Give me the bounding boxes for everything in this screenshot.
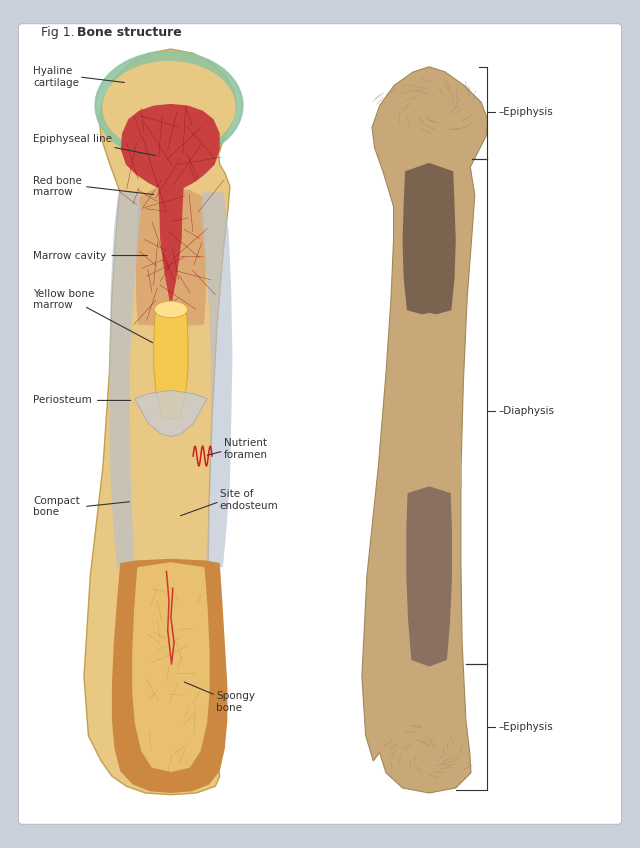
Text: Marrow cavity: Marrow cavity <box>33 250 147 260</box>
Ellipse shape <box>154 301 188 318</box>
Text: Fig 1.: Fig 1. <box>41 26 79 39</box>
Polygon shape <box>135 390 207 437</box>
Text: –Epiphysis: –Epiphysis <box>499 722 553 733</box>
Text: Epiphyseal line: Epiphyseal line <box>33 134 156 155</box>
Text: Hyaline
cartilage: Hyaline cartilage <box>33 66 79 87</box>
Polygon shape <box>362 67 488 793</box>
Polygon shape <box>406 487 452 667</box>
Polygon shape <box>112 559 227 793</box>
Polygon shape <box>132 562 210 772</box>
Text: Compact
bone: Compact bone <box>33 496 80 517</box>
Ellipse shape <box>102 61 236 153</box>
FancyBboxPatch shape <box>19 24 621 824</box>
Polygon shape <box>394 313 464 493</box>
Text: Periosteum: Periosteum <box>33 395 131 405</box>
Ellipse shape <box>95 52 243 159</box>
Text: Spongy
bone: Spongy bone <box>216 691 255 713</box>
Text: –Epiphysis: –Epiphysis <box>499 108 553 117</box>
Text: Site of
endosteum: Site of endosteum <box>220 489 278 510</box>
Text: –Diaphysis: –Diaphysis <box>499 406 554 416</box>
Text: Nutrient
foramen: Nutrient foramen <box>223 438 268 460</box>
Polygon shape <box>403 163 456 316</box>
Text: Yellow bone
marrow: Yellow bone marrow <box>33 288 95 310</box>
Polygon shape <box>109 192 141 567</box>
Polygon shape <box>136 188 206 327</box>
Polygon shape <box>201 192 232 567</box>
Polygon shape <box>121 103 220 310</box>
Polygon shape <box>84 49 236 795</box>
Polygon shape <box>154 302 188 420</box>
Text: Bone structure: Bone structure <box>77 26 182 39</box>
Text: Red bone
marrow: Red bone marrow <box>33 176 82 198</box>
